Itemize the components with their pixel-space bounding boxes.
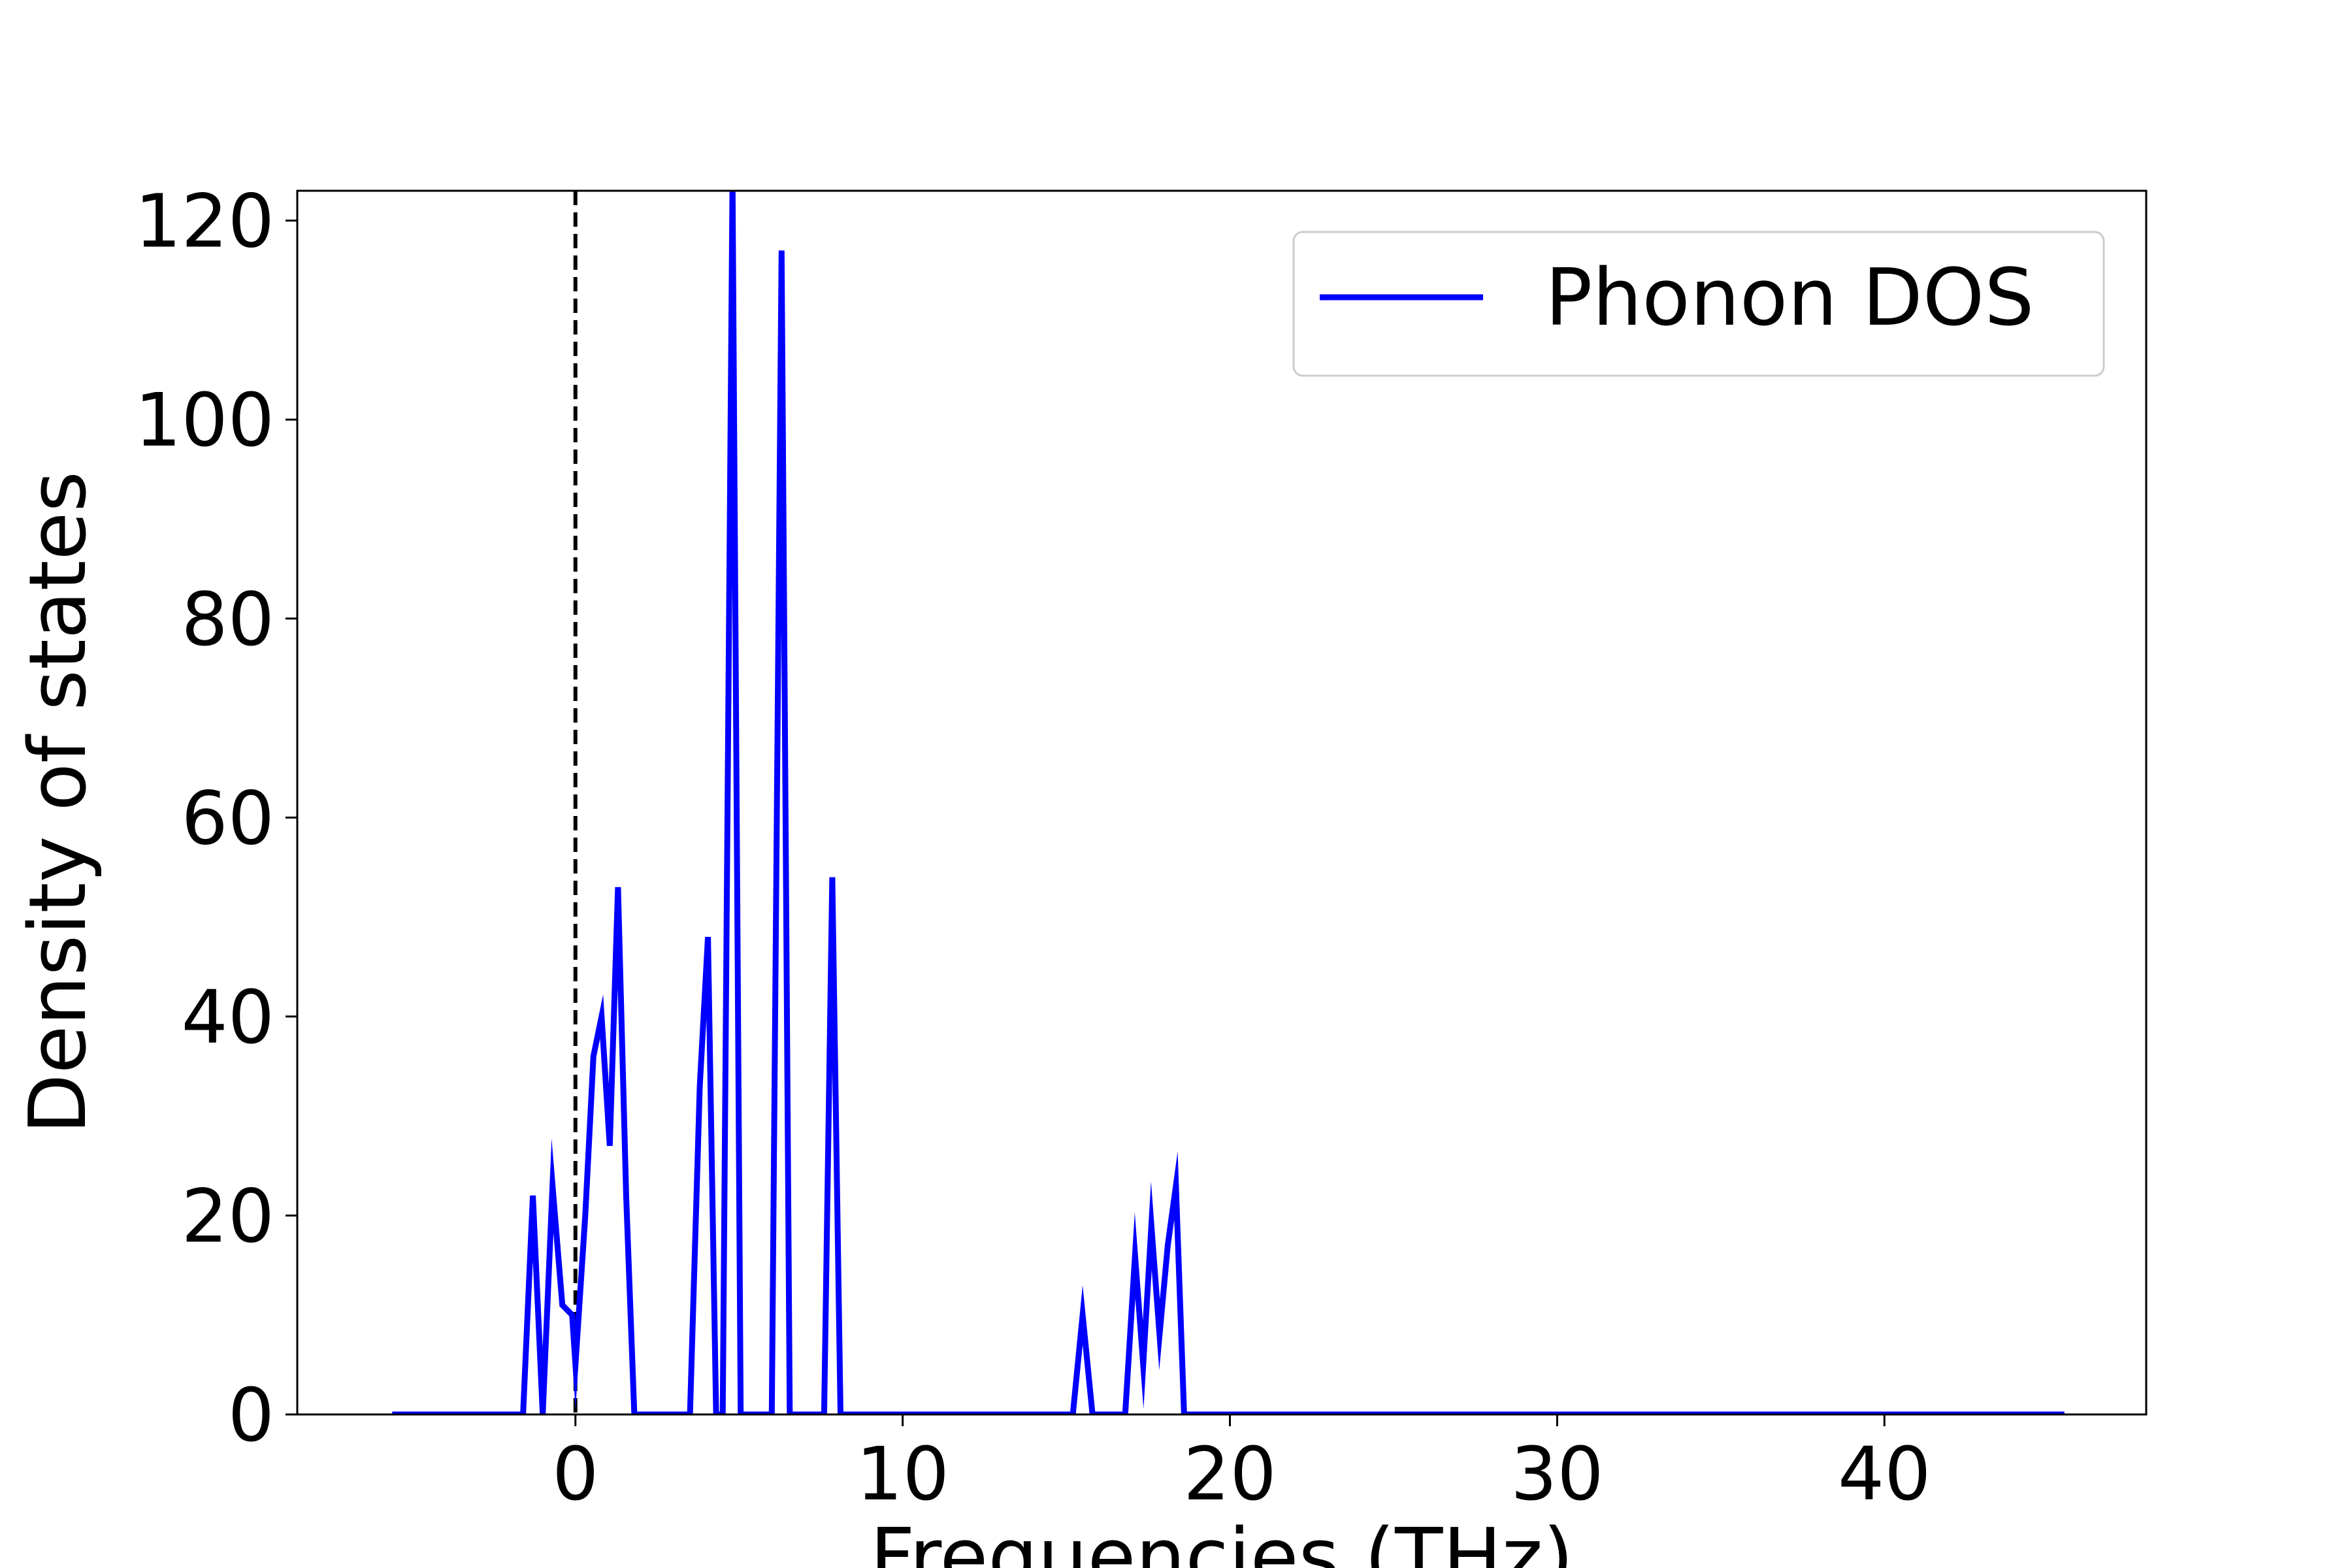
plot-frame: [296, 189, 2148, 1416]
y-tick-label: 80: [181, 578, 274, 662]
x-tick-label: 40: [1838, 1432, 1931, 1517]
y-tick-label: 100: [135, 378, 274, 463]
x-axis-label: Frequencies (THz): [870, 1512, 1574, 1568]
x-tick-label: 20: [1183, 1432, 1277, 1517]
y-tick-label: 120: [135, 180, 274, 265]
x-tick-label: 0: [552, 1432, 598, 1517]
y-tick-label: 60: [181, 776, 274, 861]
x-tick-label: 10: [856, 1432, 949, 1517]
y-axis-label: Density of states: [13, 471, 104, 1134]
y-tick-label: 40: [181, 975, 274, 1060]
legend-label: Phonon DOS: [1545, 253, 2034, 344]
legend-box: [1292, 231, 2105, 377]
plot-area: [392, 191, 2065, 1414]
y-tick-label: 0: [228, 1373, 274, 1458]
axes: 0 10 20 30 40 0 20 40 60 80 100 120: [135, 180, 1931, 1517]
legend: Phonon DOS: [1292, 231, 2105, 377]
y-tick-label: 20: [181, 1174, 274, 1259]
x-tick-label: 30: [1511, 1432, 1604, 1517]
phonon-dos-line: [392, 191, 2065, 1414]
